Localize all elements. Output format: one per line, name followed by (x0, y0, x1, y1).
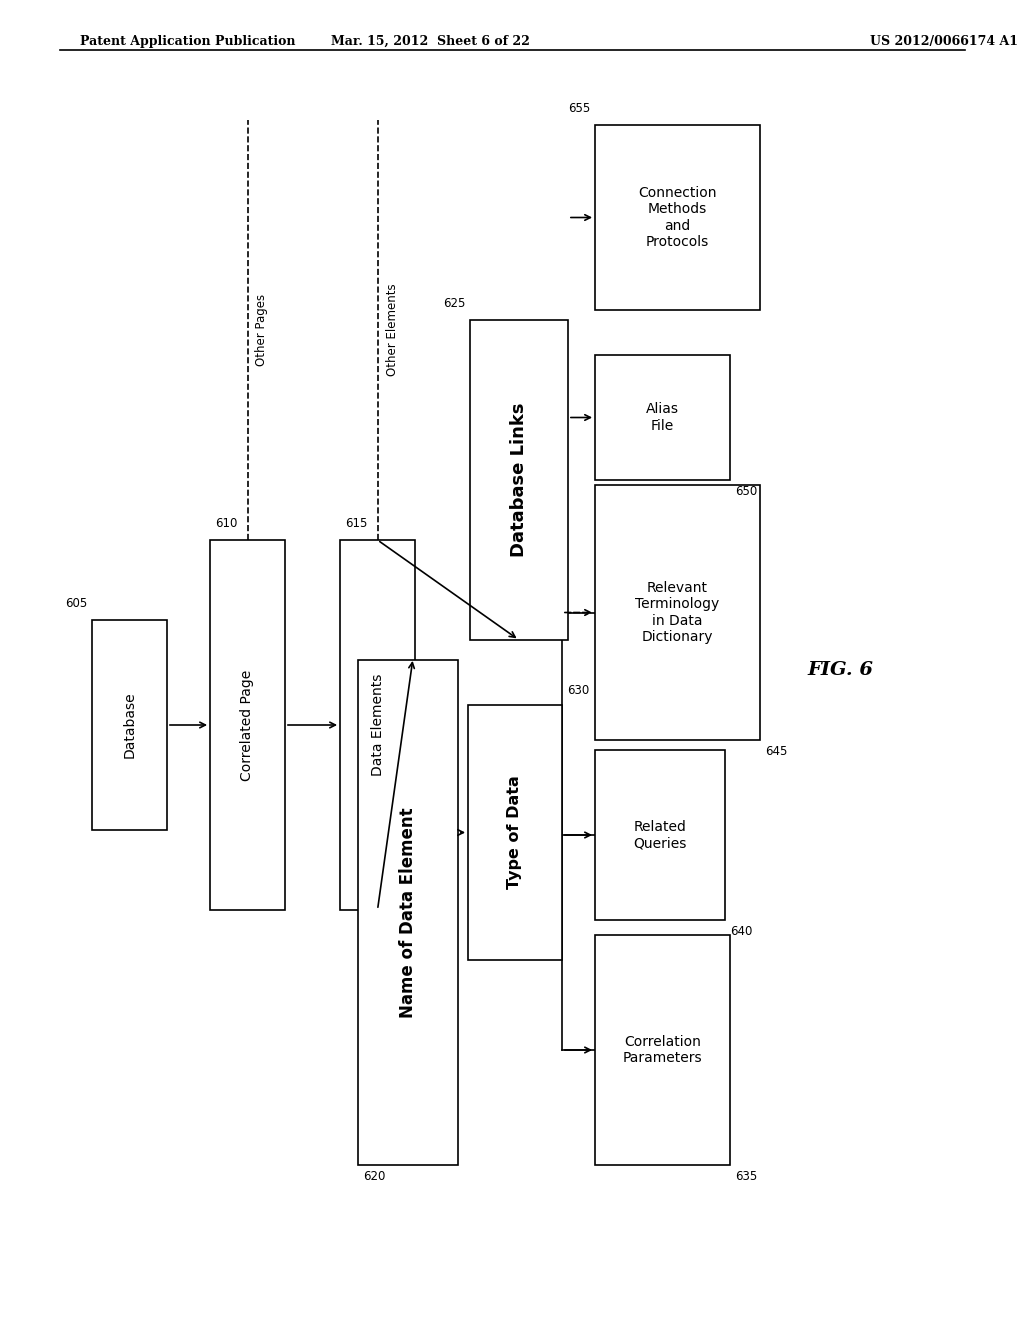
Bar (470, 319, 568, 640)
Text: Related
Queries: Related Queries (633, 820, 687, 850)
Bar (595, 750, 725, 920)
Text: Data Elements: Data Elements (371, 673, 384, 776)
Text: FIG. 6: FIG. 6 (807, 661, 873, 678)
Text: 630: 630 (567, 684, 589, 697)
Bar (595, 125, 760, 310)
Text: Type of Data: Type of Data (508, 776, 522, 890)
Text: 615: 615 (345, 517, 368, 531)
Text: Other Pages: Other Pages (256, 294, 268, 366)
Text: 655: 655 (567, 102, 590, 115)
Text: 640: 640 (730, 925, 753, 939)
Text: Other Elements: Other Elements (385, 284, 398, 376)
Bar (595, 935, 730, 1166)
Text: 650: 650 (735, 484, 758, 498)
Text: 610: 610 (215, 517, 238, 531)
Text: Connection
Methods
and
Protocols: Connection Methods and Protocols (638, 186, 717, 248)
Bar (358, 660, 458, 1166)
Text: Correlation
Parameters: Correlation Parameters (623, 1035, 702, 1065)
Text: US 2012/0066174 A1: US 2012/0066174 A1 (870, 36, 1018, 48)
Text: 625: 625 (442, 297, 465, 310)
Bar (92, 620, 167, 830)
Text: Database Links: Database Links (510, 403, 528, 557)
Bar (210, 540, 285, 909)
Bar (340, 540, 415, 909)
Bar (595, 355, 730, 480)
Bar (468, 705, 562, 960)
Text: Mar. 15, 2012  Sheet 6 of 22: Mar. 15, 2012 Sheet 6 of 22 (331, 36, 529, 48)
Text: 635: 635 (735, 1170, 758, 1183)
Text: Correlated Page: Correlated Page (241, 669, 255, 780)
Text: Alias
File: Alias File (646, 403, 679, 433)
Text: 620: 620 (362, 1170, 385, 1183)
Text: 645: 645 (765, 744, 787, 758)
Text: Name of Data Element: Name of Data Element (399, 808, 417, 1018)
Bar (595, 484, 760, 741)
Text: 605: 605 (65, 597, 87, 610)
Text: Relevant
Terminology
in Data
Dictionary: Relevant Terminology in Data Dictionary (635, 581, 720, 644)
Text: Patent Application Publication: Patent Application Publication (80, 36, 296, 48)
Text: Database: Database (123, 692, 136, 758)
